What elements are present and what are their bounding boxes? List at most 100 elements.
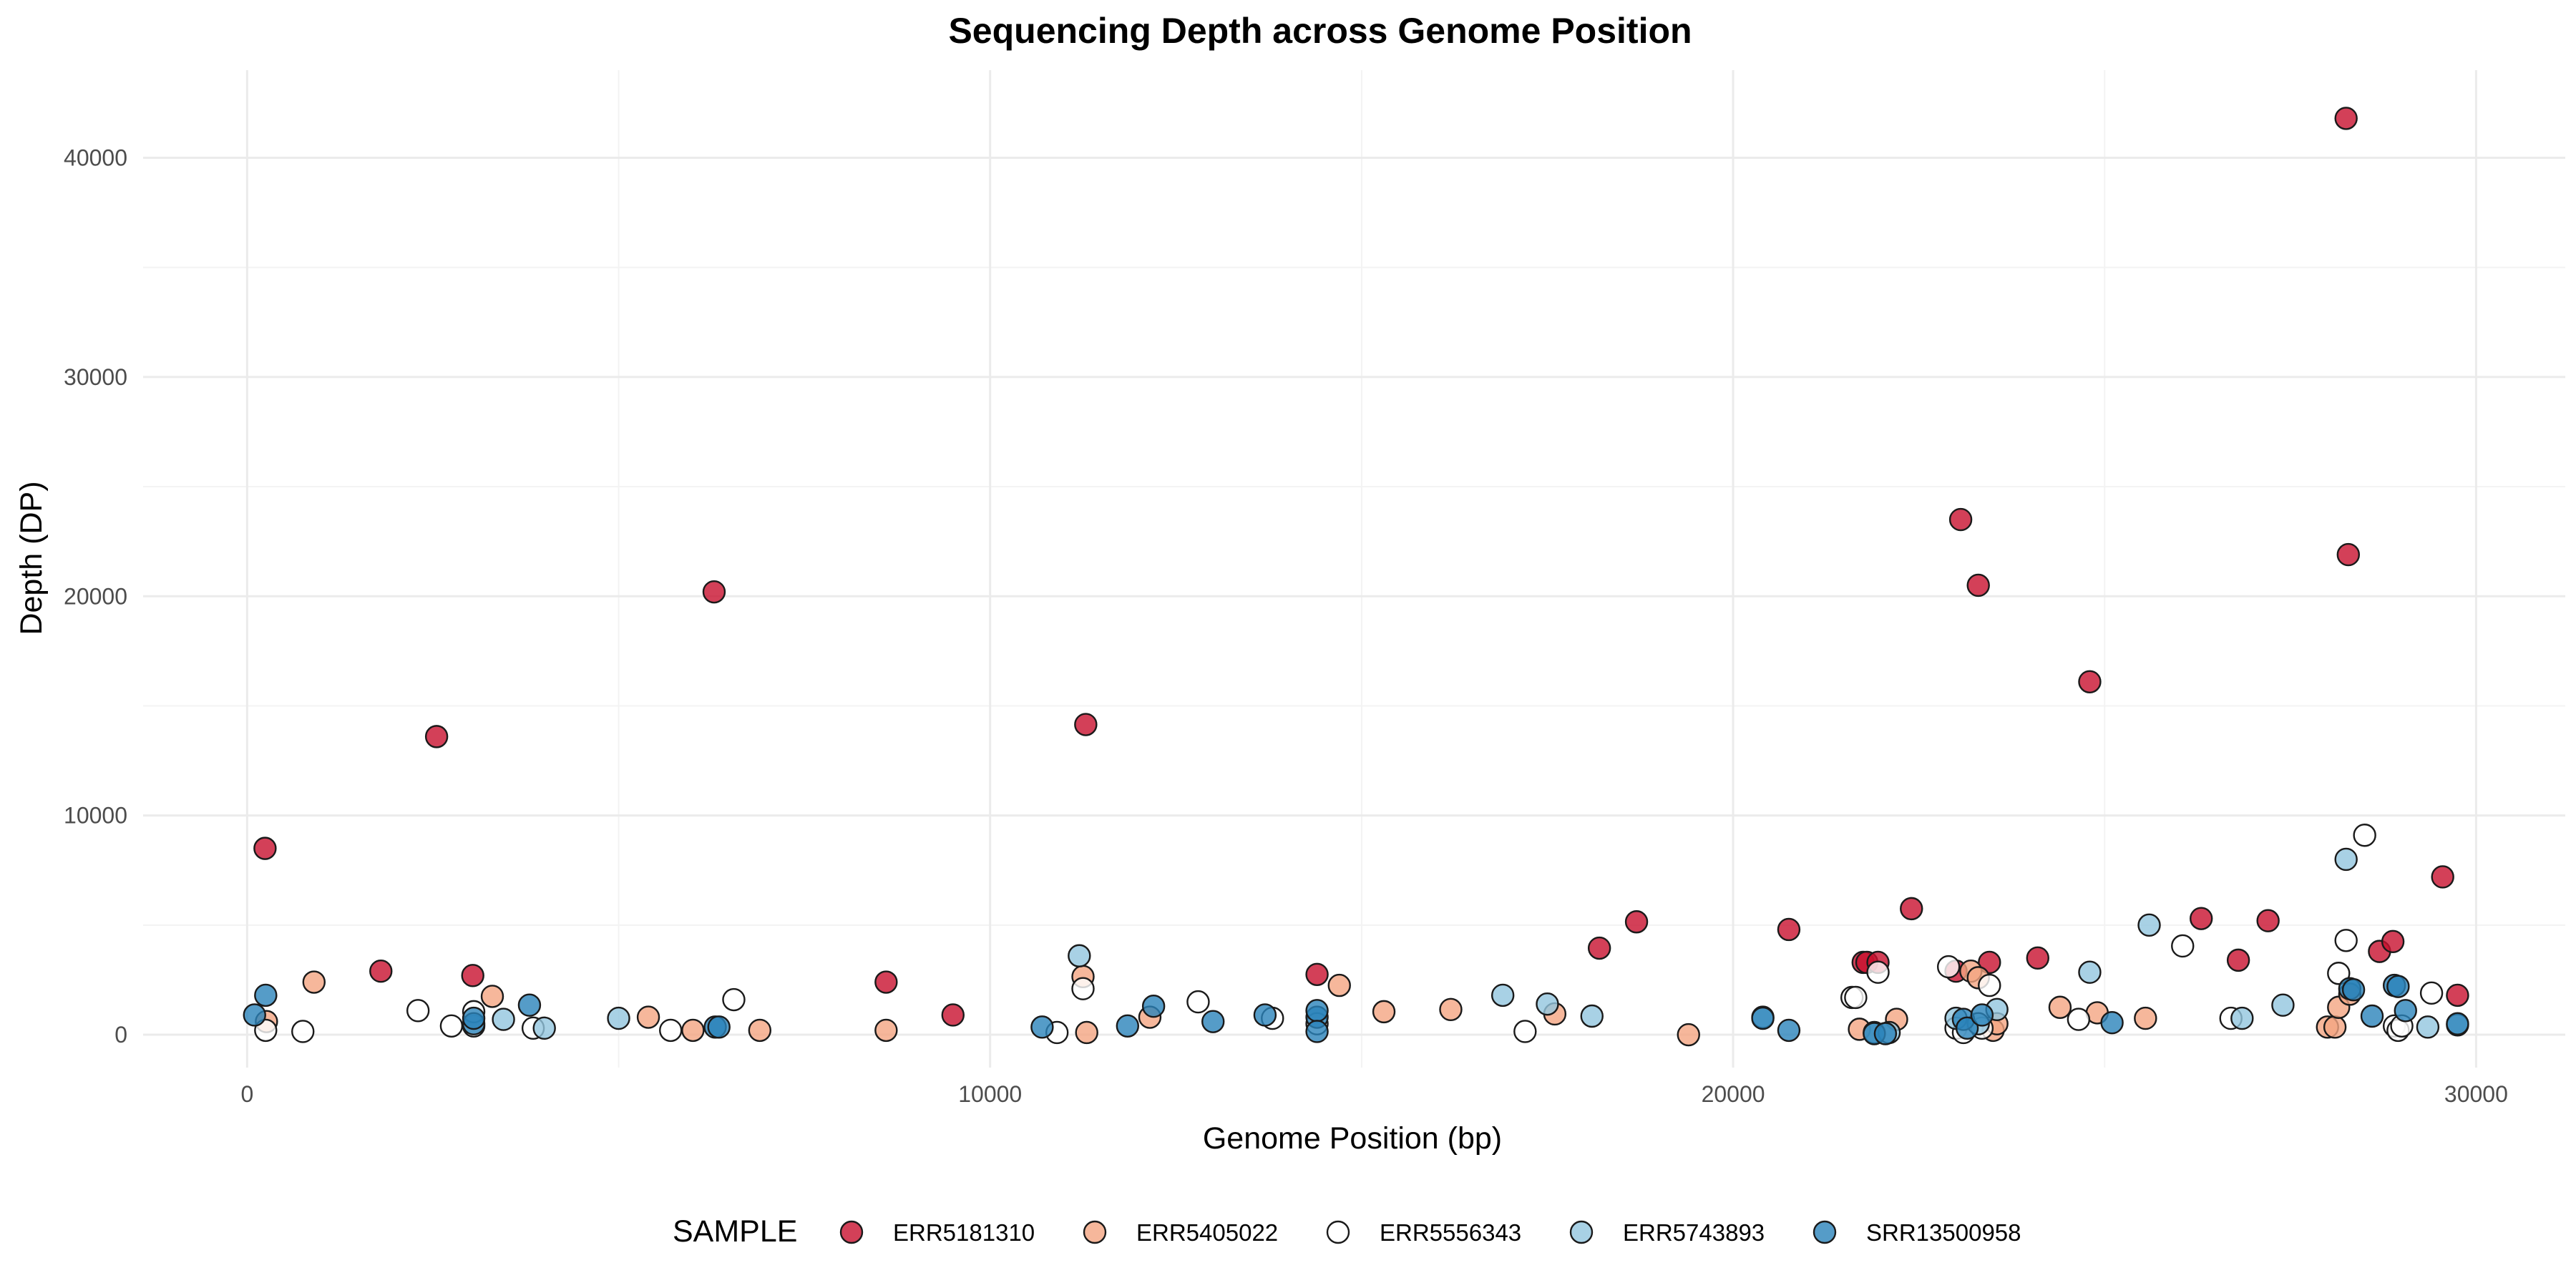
data-point <box>1536 992 1559 1016</box>
data-point <box>1978 973 2001 997</box>
data-points <box>243 107 2469 1047</box>
data-point <box>636 1005 660 1029</box>
data-point <box>707 1015 731 1039</box>
chart-title: Sequencing Depth across Genome Position <box>948 11 1692 51</box>
data-point <box>1030 1015 1054 1039</box>
legend: SAMPLE ERR5181310 ERR5405022 ERR5556343 ERR… <box>673 1214 2021 1249</box>
legend-label: ERR5556343 <box>1380 1219 1521 1246</box>
legend-swatch <box>1813 1220 1837 1244</box>
data-point <box>461 964 484 987</box>
data-point <box>1873 1022 1898 1045</box>
legend-title: SAMPLE <box>673 1214 797 1249</box>
data-point <box>243 1003 266 1027</box>
data-point <box>2394 999 2417 1023</box>
y-axis-title: Depth (DP) <box>14 481 49 635</box>
series-ERR5181310 <box>253 107 2469 1027</box>
data-point <box>1074 713 1098 736</box>
data-point <box>406 999 430 1023</box>
data-point <box>1936 955 1961 979</box>
data-point <box>2334 847 2358 872</box>
data-point <box>1141 995 1166 1018</box>
data-point <box>2336 542 2361 567</box>
x-axis-title: Genome Position (bp) <box>1203 1121 1502 1156</box>
data-point <box>2078 960 2102 984</box>
data-point <box>722 987 746 1012</box>
data-point <box>874 1018 898 1043</box>
data-point <box>702 580 726 604</box>
data-point <box>1844 985 1868 1010</box>
data-point <box>1305 1020 1329 1043</box>
data-point <box>2226 948 2250 972</box>
x-tick-label: 20000 <box>1702 1081 1765 1107</box>
data-point <box>462 1006 486 1030</box>
series-ERR5743893 <box>492 847 2469 1045</box>
data-point <box>1327 973 1351 997</box>
data-point <box>2100 1010 2124 1035</box>
data-point <box>1966 573 1990 597</box>
data-point <box>2419 981 2444 1005</box>
data-point <box>1491 983 1515 1008</box>
data-point <box>2271 993 2295 1017</box>
y-tick-label: 40000 <box>64 145 127 171</box>
data-point <box>1866 960 1890 984</box>
data-point <box>607 1006 630 1030</box>
data-point <box>2334 107 2358 130</box>
data-point <box>1948 507 1973 532</box>
data-point <box>2353 824 2376 847</box>
data-point <box>291 1020 315 1043</box>
data-point <box>2341 978 2366 1002</box>
series-ERR5556343 <box>254 824 2444 1045</box>
data-point <box>532 1016 556 1040</box>
data-point <box>1253 1003 1277 1027</box>
data-point <box>1751 1006 1775 1030</box>
data-point <box>1305 962 1329 986</box>
axis-ticks: 0 10000 20000 30000 0 10000 20000 30000 40000 <box>64 145 2508 1107</box>
y-tick-label: 30000 <box>64 364 127 390</box>
y-tick-label: 10000 <box>64 803 127 829</box>
x-tick-label: 10000 <box>958 1081 1022 1107</box>
data-point <box>1513 1020 1537 1043</box>
data-point <box>492 1008 515 1031</box>
data-point <box>941 1003 965 1027</box>
data-point <box>2381 930 2405 954</box>
data-point <box>1970 1003 1994 1027</box>
data-point <box>1068 944 1091 967</box>
data-point <box>748 1018 772 1043</box>
data-point <box>2230 1006 2254 1030</box>
data-point <box>2446 983 2469 1008</box>
data-point <box>1071 977 1095 1000</box>
data-point <box>424 725 449 748</box>
data-point <box>254 983 278 1008</box>
data-point <box>2323 1015 2347 1039</box>
data-point <box>1580 1004 1604 1028</box>
x-tick-label: 30000 <box>2444 1081 2508 1107</box>
data-point <box>2026 946 2049 970</box>
data-point <box>1587 936 1611 960</box>
data-point <box>1624 910 1649 934</box>
data-point <box>1677 1023 1700 1047</box>
y-tick-label: 0 <box>114 1022 127 1048</box>
y-tick-label: 20000 <box>64 583 127 609</box>
data-point <box>659 1018 683 1043</box>
data-point <box>2256 909 2280 932</box>
data-point <box>2334 929 2358 952</box>
data-point <box>1201 1010 1225 1033</box>
data-point <box>439 1014 464 1038</box>
data-point <box>1955 1016 1979 1040</box>
data-point <box>2431 865 2454 889</box>
data-point <box>517 993 542 1017</box>
legend-label: ERR5743893 <box>1623 1219 1765 1246</box>
data-point <box>1777 1018 1801 1043</box>
data-point <box>2386 975 2410 998</box>
data-point <box>1186 990 1210 1014</box>
legend-swatch <box>839 1220 864 1244</box>
data-point <box>2446 1012 2469 1035</box>
legend-swatch <box>1569 1220 1594 1244</box>
data-point <box>874 970 898 994</box>
data-point <box>681 1018 705 1043</box>
data-point <box>2171 934 2195 958</box>
data-point <box>2078 670 2102 693</box>
data-point <box>2416 1015 2440 1039</box>
x-tick-label: 0 <box>240 1081 253 1107</box>
